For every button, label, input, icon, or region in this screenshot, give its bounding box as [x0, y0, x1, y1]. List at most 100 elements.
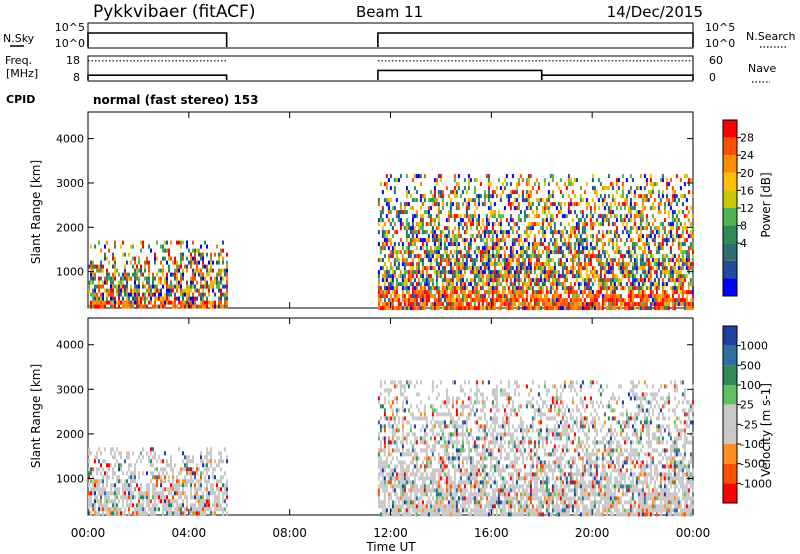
data-cell [433, 468, 436, 473]
data-cell [475, 290, 478, 295]
data-cell [425, 500, 428, 505]
data-cell [619, 294, 622, 299]
data-cell [515, 206, 518, 211]
data-cell [539, 294, 542, 299]
data-cell [409, 440, 412, 445]
data-cell [625, 270, 628, 275]
data-cell [473, 302, 476, 307]
data-cell [403, 512, 406, 517]
data-cell [409, 230, 412, 235]
data-cell [525, 290, 528, 295]
data-cell [541, 278, 544, 283]
data-cell [112, 300, 114, 305]
data-cell [176, 507, 178, 512]
data-cell [148, 288, 150, 293]
data-cell [427, 488, 430, 493]
data-cell [533, 266, 536, 271]
data-cell [661, 262, 664, 267]
data-cell [188, 455, 190, 460]
data-cell [455, 262, 458, 267]
data-cell [533, 246, 536, 251]
data-cell [419, 254, 422, 259]
data-cell [655, 266, 658, 271]
data-cell [152, 511, 154, 516]
data-cell [629, 210, 632, 215]
data-cell [427, 214, 430, 219]
data-cell [475, 246, 478, 251]
data-cell [168, 507, 170, 512]
frequency-trace [540, 74, 694, 80]
data-cell [507, 262, 510, 267]
data-cell [112, 467, 114, 472]
data-cell [140, 511, 142, 516]
data-cell [569, 250, 572, 255]
data-cell [535, 210, 538, 215]
data-cell [453, 178, 456, 183]
data-cell [88, 511, 90, 516]
data-cell [665, 298, 668, 303]
data-cell [527, 270, 530, 275]
data-cell [405, 186, 408, 191]
data-cell [511, 258, 514, 263]
data-cell [130, 463, 132, 468]
data-cell [403, 388, 406, 393]
data-cell [419, 306, 422, 311]
data-cell [198, 507, 200, 512]
data-cell [637, 234, 640, 239]
data-cell [377, 270, 380, 275]
data-cell [691, 258, 694, 263]
data-cell [469, 290, 472, 295]
data-cell [379, 428, 382, 433]
data-cell [589, 254, 592, 259]
data-cell [549, 214, 552, 219]
data-cell [519, 174, 522, 179]
data-cell [102, 511, 104, 516]
data-cell [499, 194, 502, 199]
data-cell [160, 288, 162, 293]
data-cell [589, 234, 592, 239]
data-cell [485, 266, 488, 271]
data-cell [529, 254, 532, 259]
data-cell [126, 451, 128, 456]
data-cell [571, 254, 574, 259]
data-cell [168, 264, 170, 269]
data-cell [168, 300, 170, 305]
data-cell [661, 278, 664, 283]
data-cell [553, 226, 556, 231]
data-cell [653, 218, 656, 223]
data-cell [174, 300, 176, 305]
data-cell [152, 463, 154, 468]
data-cell [429, 214, 432, 219]
data-cell [170, 487, 172, 492]
data-cell [427, 500, 430, 505]
data-cell [491, 222, 494, 227]
data-cell [681, 194, 684, 199]
data-cell [563, 278, 566, 283]
data-cell [415, 210, 418, 215]
data-cell [507, 222, 510, 227]
data-cell [156, 483, 158, 488]
data-cell [176, 491, 178, 496]
data-cell [435, 302, 438, 307]
data-cell [441, 460, 444, 465]
data-cell [689, 298, 692, 303]
data-cell [399, 210, 402, 215]
data-cell [515, 298, 518, 303]
data-cell [477, 250, 480, 255]
data-cell [220, 268, 222, 273]
data-cell [389, 492, 392, 497]
data-cell [511, 306, 514, 311]
data-cell [391, 436, 394, 441]
data-cell [585, 286, 588, 291]
data-cell [479, 238, 482, 243]
data-cell [439, 190, 442, 195]
data-cell [437, 488, 440, 493]
data-cell [611, 302, 614, 307]
data-cell [461, 298, 464, 303]
data-cell [403, 384, 406, 389]
data-cell [643, 290, 646, 295]
data-cell [679, 222, 682, 227]
data-cell [639, 194, 642, 199]
data-cell [136, 272, 138, 277]
data-cell [377, 290, 380, 295]
